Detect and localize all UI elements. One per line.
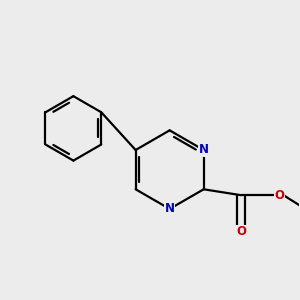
- Text: O: O: [236, 225, 246, 238]
- Text: N: N: [165, 202, 175, 215]
- Text: N: N: [199, 143, 209, 157]
- Text: O: O: [274, 189, 284, 202]
